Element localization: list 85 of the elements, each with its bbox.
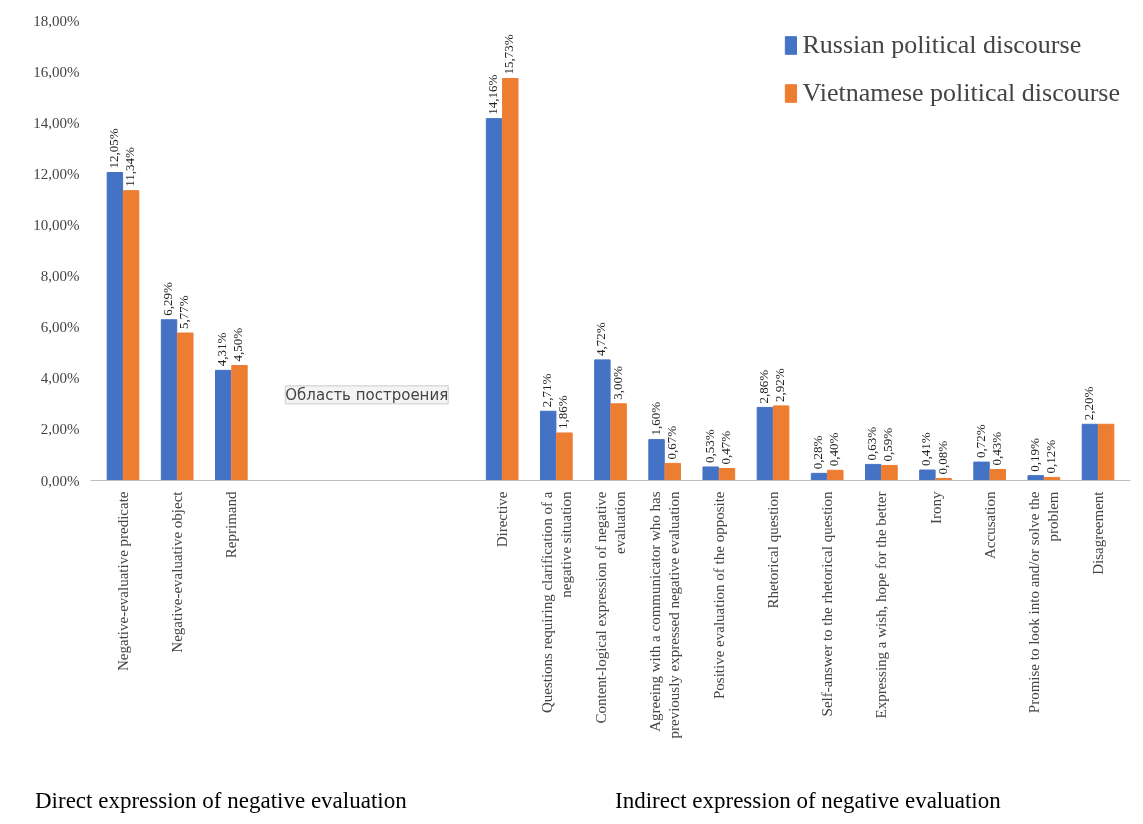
data-label: 0,40%: [826, 432, 842, 467]
x-tick-label: Self-answer to the rhetorical question: [819, 491, 836, 717]
data-label: 0,28%: [810, 435, 826, 470]
data-label: 11,34%: [122, 146, 138, 187]
x-tick-label: Questions requiring clarification of a negative situation: [538, 491, 574, 714]
data-label: 4,50%: [230, 327, 246, 362]
data-label: 15,73%: [501, 34, 517, 75]
data-label: 12,05%: [105, 128, 121, 169]
bar: [827, 469, 844, 481]
annotation: Область построения: [285, 385, 449, 404]
y-tick-label: 14,00%: [33, 114, 80, 131]
data-label: 2,86%: [755, 369, 771, 404]
bar: [1081, 423, 1099, 481]
bar: [919, 469, 936, 481]
bar: [973, 461, 990, 481]
x-tick-label: Negative-evaluative object: [169, 490, 186, 653]
legend-label: Vietnamese political discourse: [802, 78, 1120, 108]
bar: [556, 432, 573, 481]
bar: [610, 403, 627, 481]
data-label: 0,63%: [864, 426, 880, 461]
bar: [1027, 475, 1044, 481]
y-tick-label: 2,00%: [40, 421, 80, 438]
x-tick-label: Promise to look into and/or solve the problem: [1026, 491, 1062, 714]
data-label: 0,19%: [1026, 437, 1042, 472]
bar: [718, 467, 736, 481]
data-label: 5,77%: [176, 295, 192, 330]
data-label: 4,72%: [593, 322, 609, 356]
bar: [502, 78, 519, 481]
legend-label: Russian political discourse: [802, 30, 1082, 60]
data-label: 14,16%: [485, 74, 501, 115]
data-label: 0,43%: [988, 431, 1004, 466]
x-tick-label: Accusation: [981, 491, 998, 559]
bar: [1097, 423, 1115, 481]
data-label: 2,71%: [539, 373, 555, 408]
x-tick-label: Expressing a wish, hope for the better: [873, 491, 890, 719]
data-label: 0,41%: [918, 432, 934, 467]
bar: [702, 466, 719, 481]
bar: [881, 464, 898, 481]
bar: [539, 410, 557, 481]
bar: [160, 319, 178, 481]
data-label: 0,67%: [663, 425, 679, 460]
data-label: 0,47%: [717, 430, 733, 465]
x-tick-label: Reprimand: [223, 491, 240, 559]
bar: [810, 472, 828, 481]
y-tick-label: 4,00%: [40, 370, 80, 387]
text: Indirect expression of negative evaluation: [615, 787, 1001, 815]
bar: [664, 462, 682, 481]
x-tick-label: Positive evaluation of the opposite: [710, 491, 727, 699]
bar: [772, 405, 790, 481]
x-tick-label: Irony: [927, 491, 944, 524]
data-label: 2,20%: [1080, 386, 1096, 421]
x-tick-label: Rhetorical question: [765, 491, 781, 609]
bar: [594, 359, 611, 481]
data-label: 2,92%: [772, 368, 788, 402]
y-tick-label: 16,00%: [33, 63, 80, 80]
y-tick-label: 18,00%: [33, 12, 80, 29]
y-tick-label: 8,00%: [40, 268, 80, 285]
data-label: 0,08%: [934, 440, 950, 475]
bar: [177, 332, 194, 481]
bar: [122, 190, 140, 481]
data-label: 6,29%: [160, 282, 176, 316]
y-tick-label: 10,00%: [33, 216, 80, 233]
bar: [106, 172, 124, 481]
x-tick-label: Disagreement: [1090, 490, 1106, 575]
x-tick-label: Directive: [494, 491, 511, 548]
y-tick-label: 12,00%: [33, 165, 80, 182]
data-label: 1,60%: [647, 401, 663, 436]
y-tick-label: 0,00%: [40, 472, 80, 489]
data-label: 0,12%: [1042, 439, 1058, 474]
data-label: 3,00%: [609, 366, 625, 400]
bar: [756, 406, 774, 481]
text: Direct expression of negative evaluation: [35, 787, 407, 815]
data-label: 4,31%: [214, 332, 230, 367]
data-label: 0,72%: [972, 424, 988, 459]
data-label: 0,53%: [701, 429, 717, 463]
bar: [648, 439, 665, 481]
data-label: 1,86%: [555, 395, 571, 429]
y-tick-label: 6,00%: [40, 319, 80, 336]
bar: [864, 463, 882, 481]
bar: [214, 369, 232, 481]
bar: [231, 365, 248, 481]
bar: [989, 469, 1007, 481]
x-tick-label: Negative-evaluative predicate: [115, 491, 131, 671]
bar: [485, 118, 503, 481]
data-label: 0,59%: [880, 427, 896, 462]
